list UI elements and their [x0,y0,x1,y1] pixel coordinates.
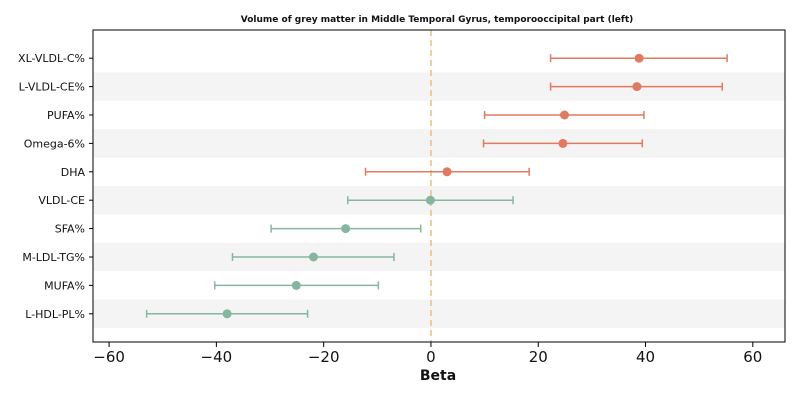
beta-point [632,82,642,92]
y-tick-label: M-LDL-TG% [22,251,85,264]
x-axis-ticks: −60 −40 −20 0 20 40 60 [93,342,762,366]
x-axis-label: Beta [420,368,456,384]
chart-title: Volume of grey matter in Middle Temporal… [241,15,634,25]
x-tick-label: 40 [636,348,655,366]
beta-point [442,167,452,177]
y-axis-labels: XL-VLDL-C% L-VLDL-CE% PUFA% Omega-6% DHA VLDL… [18,52,93,321]
y-tick-label: SFA% [55,223,85,236]
y-tick-label: DHA [61,166,86,179]
data-marks [145,53,728,319]
row-band [93,242,785,272]
y-tick-label: Omega-6% [24,137,85,150]
x-tick-label: 20 [529,348,548,366]
x-tick-label: −20 [308,348,340,366]
plot-frame [92,29,786,343]
y-tick-label: XL-VLDL-C% [18,52,85,65]
beta-point [560,110,570,120]
x-tick-label: −60 [93,348,125,366]
beta-point [308,252,318,262]
y-tick-label: PUFA% [47,109,85,122]
x-tick-label: 0 [426,348,436,366]
beta-point [291,280,301,290]
x-tick-label: 60 [743,348,762,366]
beta-point [634,53,644,63]
x-tick-label: −40 [201,348,233,366]
beta-point [222,309,232,319]
y-tick-label: L-VLDL-CE% [19,81,85,94]
y-tick-label: VLDL-CE [38,194,85,207]
row-band [93,129,785,158]
y-tick-label: L-HDL-PL% [25,308,85,321]
y-tick-label: MUFA% [44,279,85,292]
beta-point [558,138,568,148]
beta-point [341,224,351,234]
beta-point [425,195,435,205]
